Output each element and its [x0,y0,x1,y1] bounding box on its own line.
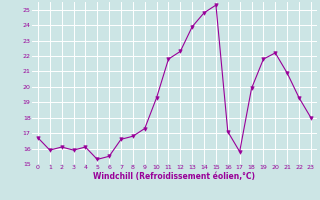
X-axis label: Windchill (Refroidissement éolien,°C): Windchill (Refroidissement éolien,°C) [93,172,255,181]
